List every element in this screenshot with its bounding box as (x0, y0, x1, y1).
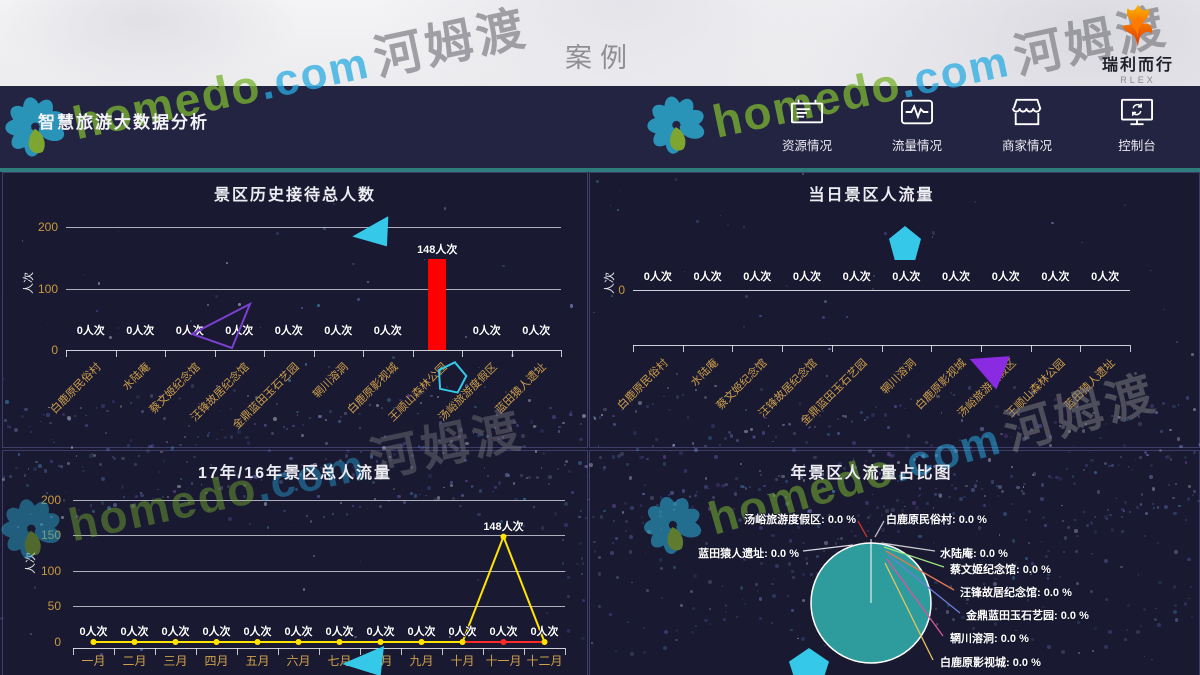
chart-title: 景区历史接待总人数 (213, 187, 376, 204)
nav-item-resources[interactable]: 资源情况 (764, 96, 850, 154)
storefront-icon (1011, 98, 1042, 126)
panel-today-visitors: 当日景区人流量 0 人次 白鹿原民俗村 0人次 水陆庵 0人次 蔡文姬纪念馆 0人次 汪锋故居纪… (589, 172, 1200, 448)
chart-title: 当日景区人流量 (808, 187, 935, 204)
phoenix-icon (1122, 4, 1153, 47)
nav-item-console[interactable]: 控制台 (1094, 96, 1180, 154)
nav-label: 商家情况 (1001, 139, 1052, 153)
page-title: 案例 (565, 43, 635, 73)
pulse-icon (901, 99, 933, 125)
nav-label: 流量情况 (891, 139, 942, 153)
chart-title: 17年/16年景区总人流量 (197, 465, 393, 482)
app-header: 智慧旅游大数据分析 资源情况 流量情况 商家情况 (0, 86, 1200, 172)
decor-pentagon-outline-cyan (437, 361, 468, 394)
header-nav: 资源情况 流量情况 商家情况 控制台 (764, 96, 1180, 154)
panel-history-visitors: 景区历史接待总人数 0 100 200 人次 白鹿原民俗村 0人次 水陆庵 0人次 蔡文姬纪念馆… (2, 172, 588, 448)
rlex-sub: RLEX (1120, 75, 1156, 85)
rlex-logo: 瑞利而行 RLEX (1090, 2, 1186, 85)
nav-item-merchants[interactable]: 商家情况 (984, 96, 1070, 154)
console-icon (1121, 98, 1153, 126)
dashboard: 景区历史接待总人数 0 100 200 人次 白鹿原民俗村 0人次 水陆庵 0人次 蔡文姬纪念馆… (0, 172, 1200, 675)
nav-item-traffic[interactable]: 流量情况 (874, 96, 960, 154)
decor-triangle-outline-purple (189, 302, 252, 350)
billboard-icon (791, 99, 823, 124)
top-band: 案例 (0, 0, 1200, 86)
nav-label: 控制台 (1118, 139, 1156, 153)
chart-title: 年景区人流量占比图 (790, 465, 953, 482)
rlex-name: 瑞利而行 (1101, 57, 1174, 74)
nav-label: 资源情况 (781, 139, 832, 153)
app-title: 智慧旅游大数据分析 (38, 113, 209, 132)
panel-share-pie: 年景区人流量占比图 汤峪旅游度假区: 0.0 % 白鹿原民俗村: 0.0 % 蓝田猿… (589, 450, 1200, 675)
